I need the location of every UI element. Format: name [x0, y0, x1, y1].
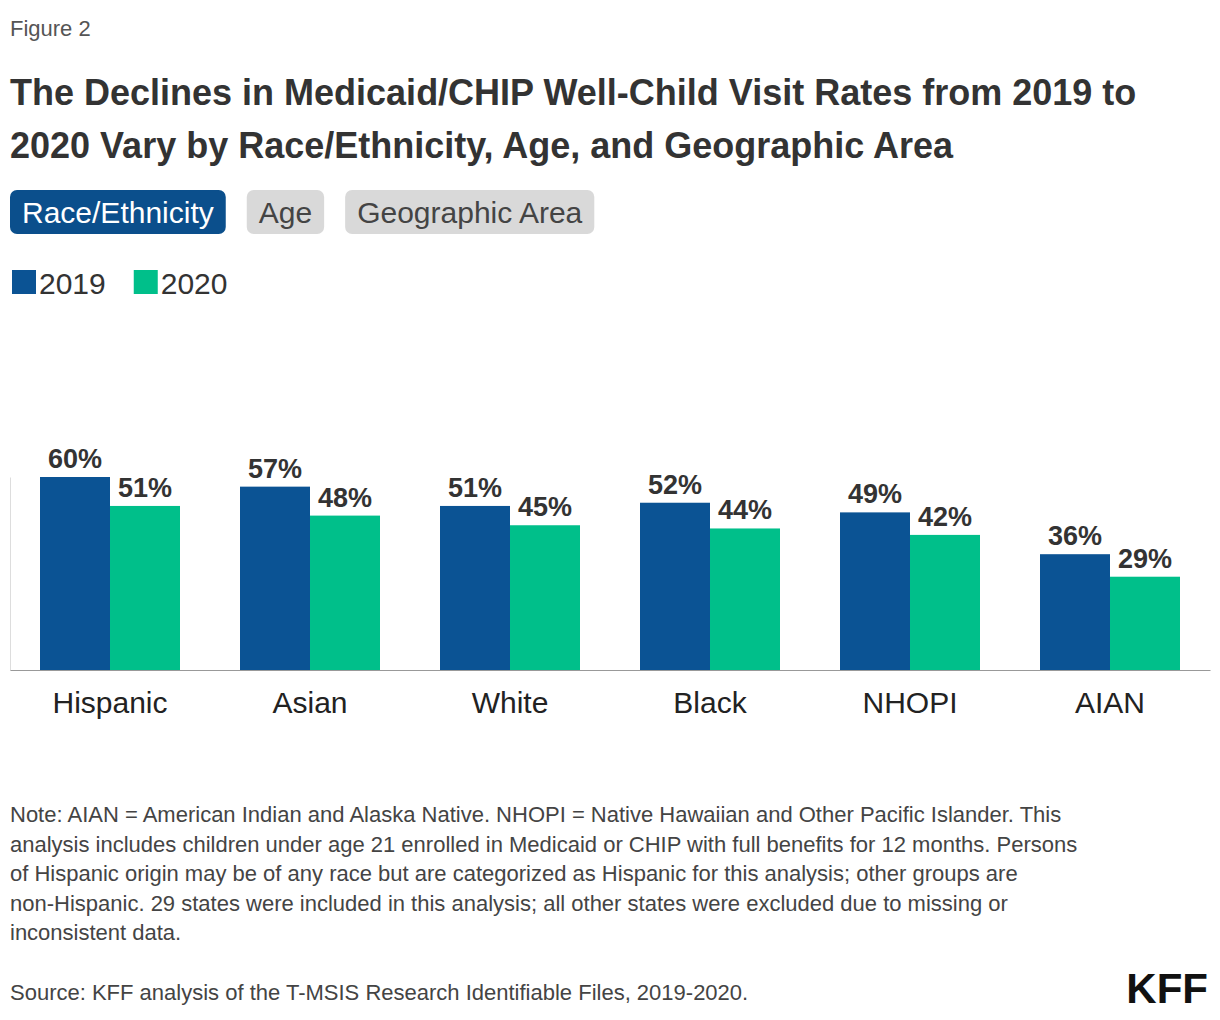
tab-background[interactable] — [10, 190, 226, 234]
legend-label: 2020 — [161, 267, 228, 300]
bar — [310, 516, 380, 670]
logo: KFF — [1126, 965, 1208, 1012]
legend-swatch — [134, 270, 158, 294]
x-tick-label: Asian — [272, 686, 347, 719]
source: Source: KFF analysis of the T-MSIS Resea… — [10, 980, 748, 1005]
data-label: 36% — [1048, 521, 1102, 551]
bar — [710, 528, 780, 670]
tab-label[interactable]: Race/Ethnicity — [22, 196, 214, 229]
note-line: inconsistent data. — [10, 920, 181, 945]
data-label: 48% — [318, 483, 372, 513]
bar — [510, 525, 580, 670]
data-label: 57% — [248, 454, 302, 484]
data-label: 44% — [718, 495, 772, 525]
x-tick: Hispanic — [52, 686, 167, 719]
bar — [1110, 577, 1180, 670]
data-label: 60% — [48, 444, 102, 474]
x-tick-label: White — [472, 686, 549, 719]
tab-label[interactable]: Geographic Area — [357, 196, 582, 229]
tab-background[interactable] — [247, 190, 324, 234]
y-axis-line — [10, 478, 11, 671]
tab-label[interactable]: Age — [259, 196, 312, 229]
data-label: 45% — [518, 492, 572, 522]
x-tick-label: Black — [673, 686, 747, 719]
x-tick: Black — [673, 686, 747, 719]
title-line: 2020 Vary by Race/Ethnicity, Age, and Ge… — [10, 125, 954, 166]
tab-background[interactable] — [345, 190, 594, 234]
data-label: 49% — [848, 479, 902, 509]
bar — [1040, 554, 1110, 670]
note: Note: AIAN = American Indian and Alaska … — [10, 802, 1077, 945]
bar — [910, 535, 980, 670]
x-tick-label: NHOPI — [862, 686, 957, 719]
note-line: of Hispanic origin may be of any race bu… — [10, 861, 1018, 886]
x-tick: AIAN — [1075, 686, 1145, 719]
note-line: non-Hispanic. 29 states were included in… — [10, 891, 1008, 916]
tab[interactable]: Geographic Area — [345, 190, 594, 234]
title: The Declines in Medicaid/CHIP Well-Child… — [10, 72, 1136, 166]
x-tick-label: Hispanic — [52, 686, 167, 719]
figure-label: Figure 2 — [10, 16, 91, 41]
bars — [40, 477, 1180, 670]
x-tick: White — [472, 686, 549, 719]
bar — [440, 506, 510, 670]
legend-swatch — [12, 270, 36, 294]
data-label: 42% — [918, 502, 972, 532]
data-label: 52% — [648, 470, 702, 500]
data-label: 29% — [1118, 544, 1172, 574]
x-tick-label: AIAN — [1075, 686, 1145, 719]
x-tick: NHOPI — [862, 686, 957, 719]
data-label: 51% — [448, 473, 502, 503]
bar — [640, 503, 710, 670]
x-axis-line — [11, 670, 1211, 671]
note-line: Note: AIAN = American Indian and Alaska … — [10, 802, 1061, 827]
data-labels: 60% 57% 51% 52% 49% 36% 51% 48% 45% 44% 42% 29% — [48, 444, 1172, 574]
x-axis: Hispanic Asian White Black NHOPI AIAN — [11, 671, 1211, 720]
title-line: The Declines in Medicaid/CHIP Well-Child… — [10, 72, 1136, 113]
bar — [110, 506, 180, 670]
bar — [840, 512, 910, 670]
legend-label: 2019 — [39, 267, 106, 300]
y-axis — [10, 478, 11, 671]
chart: Figure 2 The Declines in Medicaid/CHIP We… — [0, 0, 1220, 1020]
tab[interactable]: Race/Ethnicity — [10, 190, 226, 234]
data-label: 51% — [118, 473, 172, 503]
note-line: analysis includes children under age 21 … — [10, 832, 1077, 857]
bar — [240, 487, 310, 670]
bar — [40, 477, 110, 670]
x-tick: Asian — [272, 686, 347, 719]
tab[interactable]: Age — [247, 190, 324, 234]
